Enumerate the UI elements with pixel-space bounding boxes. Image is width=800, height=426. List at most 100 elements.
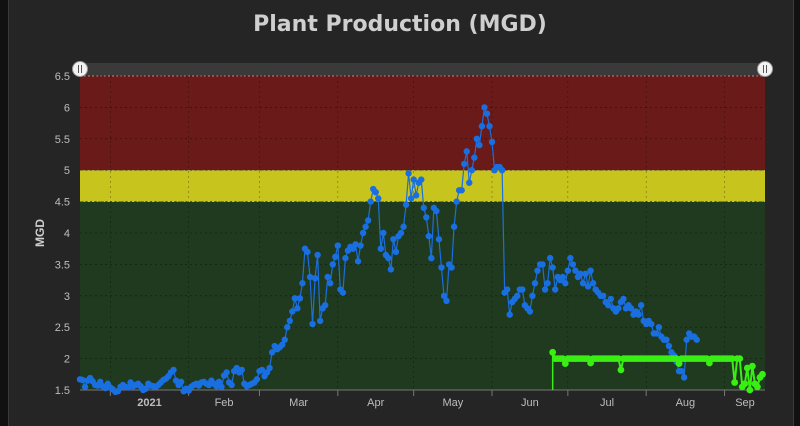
y-axis-label: MGD — [33, 219, 47, 247]
point — [514, 292, 521, 299]
point — [759, 370, 766, 378]
point — [354, 258, 362, 265]
x-tick-label: Feb — [215, 397, 234, 409]
x-tick-label: Jun — [521, 397, 539, 409]
point — [582, 270, 589, 278]
point — [218, 383, 225, 391]
point — [748, 362, 756, 370]
x-axis: 2021 Feb Mar Apr May Jun Jul Aug Sep — [80, 389, 765, 409]
point — [481, 104, 488, 111]
point — [680, 374, 688, 381]
point — [614, 355, 622, 362]
point — [488, 138, 496, 146]
point — [506, 311, 513, 318]
point — [428, 254, 435, 262]
point — [476, 141, 483, 149]
point — [266, 364, 273, 372]
point — [564, 267, 572, 274]
point — [443, 297, 450, 305]
y-tick-label: 6.5 — [55, 71, 70, 83]
point — [607, 295, 615, 303]
point — [352, 241, 359, 248]
point — [463, 148, 470, 155]
point — [741, 380, 749, 388]
point — [433, 207, 440, 215]
point — [478, 123, 486, 130]
point — [392, 248, 400, 256]
point — [316, 317, 324, 325]
point — [410, 176, 417, 183]
point — [561, 360, 569, 368]
point — [587, 267, 594, 274]
point — [367, 198, 374, 205]
point — [329, 261, 336, 268]
point — [579, 280, 587, 287]
y-tick-label: 5 — [64, 165, 70, 177]
point — [412, 192, 420, 199]
point — [372, 188, 379, 196]
point — [364, 217, 372, 224]
range-handle-left[interactable] — [72, 61, 88, 77]
point — [541, 286, 549, 293]
point — [387, 266, 395, 273]
point — [124, 384, 132, 391]
point — [655, 324, 663, 331]
point — [397, 229, 405, 237]
point — [683, 336, 690, 343]
series-production — [76, 104, 700, 396]
point — [584, 283, 592, 290]
point — [620, 295, 627, 303]
point — [321, 302, 329, 309]
y-tick-label: 3 — [64, 291, 70, 303]
point — [731, 379, 739, 386]
point — [438, 264, 445, 271]
point — [359, 229, 367, 237]
point — [362, 223, 369, 230]
point — [258, 366, 266, 374]
point — [400, 223, 407, 230]
point — [486, 123, 493, 130]
point — [539, 261, 546, 268]
point — [418, 176, 425, 183]
point — [79, 376, 86, 384]
point — [268, 349, 276, 356]
point — [324, 273, 331, 281]
x-tick-label: May — [442, 397, 463, 409]
point — [637, 302, 645, 309]
point — [309, 320, 316, 328]
y-tick-label: 1.5 — [55, 385, 70, 397]
point — [170, 366, 177, 374]
point — [286, 317, 293, 325]
x-tick-label: Sep — [735, 397, 755, 409]
point — [314, 251, 321, 259]
point — [663, 336, 670, 343]
point — [289, 308, 296, 315]
y-tick-label: 4 — [64, 228, 70, 240]
point — [577, 270, 584, 278]
point — [483, 110, 491, 117]
point — [435, 236, 443, 243]
point — [377, 245, 384, 252]
point — [327, 280, 334, 287]
point — [498, 167, 506, 174]
point — [311, 275, 319, 282]
y-axis: 1.5 2 2.5 3 3.5 4 4.5 5 5.5 6 6.5 — [55, 71, 70, 397]
point — [468, 167, 475, 174]
point — [519, 286, 526, 293]
point — [306, 273, 314, 281]
band-2 — [80, 76, 765, 171]
y-tick-label: 2.5 — [55, 322, 70, 334]
point — [617, 366, 625, 374]
point — [279, 341, 286, 348]
zoom-handles[interactable] — [72, 61, 773, 77]
point — [296, 295, 304, 302]
point — [332, 253, 339, 261]
point — [223, 369, 230, 376]
point — [562, 280, 569, 287]
range-handle-right[interactable] — [757, 61, 773, 77]
point — [425, 232, 433, 240]
point — [339, 289, 347, 296]
point — [526, 308, 534, 315]
